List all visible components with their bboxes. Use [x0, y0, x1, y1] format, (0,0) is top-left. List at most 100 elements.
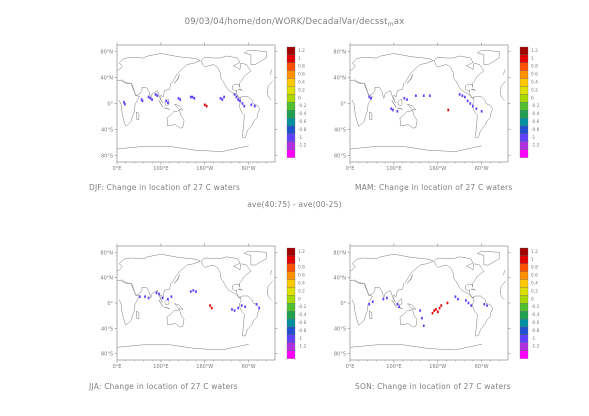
colorbar-label: 0.6 — [298, 273, 305, 279]
colorbar-label: 0.8 — [531, 64, 538, 70]
sst-change-cell — [465, 299, 467, 302]
sst-change-cell — [370, 97, 372, 100]
colorbar-swatch — [286, 117, 296, 127]
coastline — [117, 53, 272, 103]
colorbar-label: -0.6 — [298, 119, 307, 125]
sst-change-cell — [447, 108, 450, 112]
lat-label: 40°N — [100, 76, 113, 82]
colorbar-label: -0.6 — [298, 320, 307, 326]
colorbar-label: 0.4 — [531, 80, 538, 86]
lat-label: 80°S — [334, 154, 346, 160]
sst-change-cell — [243, 104, 246, 108]
map-panel-djf: 80°N 40°N 0° 40°S 80°S0°E 100°E 160°W 60°W 1.2 1 0… — [100, 42, 307, 172]
sst-change-cell — [124, 102, 126, 106]
sst-change-cell — [392, 108, 394, 112]
lat-label: 80°N — [100, 250, 113, 256]
colorbar-swatch — [519, 287, 529, 296]
sst-change-cell — [368, 303, 371, 306]
colorbar-swatch — [519, 110, 529, 119]
colorbar-label: 0.2 — [531, 288, 538, 294]
sst-change-cell — [483, 303, 486, 306]
figure-header: 09/03/04/home/don/WORK/DecadalVar/decsst… — [0, 17, 589, 28]
sst-change-cell — [141, 99, 144, 103]
colorbar-swatch — [286, 102, 296, 111]
colorbar-swatch — [519, 86, 529, 95]
lat-label: 80°N — [333, 50, 346, 56]
coastline — [397, 298, 403, 306]
coastline — [118, 79, 273, 127]
colorbar-label: 0 — [531, 95, 534, 101]
sst-change-cell — [223, 95, 225, 99]
sst-change-cell — [165, 99, 168, 103]
lat-label: 0° — [340, 301, 346, 307]
colorbar-swatch — [286, 295, 296, 304]
lat-label: 40°N — [333, 276, 346, 282]
colorbar-swatch — [519, 303, 529, 312]
colorbar-swatch — [286, 62, 296, 71]
coastline — [158, 100, 164, 108]
colorbar-label: -0.8 — [298, 328, 307, 334]
colorbar-swatch — [519, 94, 529, 103]
panel-caption-djf: DJF: Change in location of 27 C waters — [89, 183, 241, 192]
coastline — [239, 96, 260, 138]
colorbar-swatch — [286, 303, 296, 312]
coastline — [369, 111, 373, 121]
colorbar-label: -0.2 — [531, 103, 540, 109]
sst-change-cell — [435, 308, 437, 311]
colorbar-label: 0.4 — [298, 80, 305, 86]
colorbar-swatch — [519, 133, 529, 142]
coastline — [471, 88, 476, 91]
lon-label: 100°E — [153, 166, 168, 172]
lat-label: 80°S — [101, 352, 113, 358]
sst-change-cell — [140, 98, 143, 101]
lat-label: 0° — [107, 301, 113, 307]
coastline — [399, 308, 418, 328]
coastline — [173, 74, 180, 84]
colorbar-label: 0.6 — [531, 72, 538, 78]
lat-label: 40°N — [100, 276, 113, 282]
colorbar-swatch — [519, 271, 529, 280]
coastline — [174, 303, 184, 310]
sst-change-cell — [486, 304, 488, 307]
coastline — [476, 49, 500, 65]
coastline — [166, 109, 185, 129]
colorbar-label: 1 — [298, 257, 301, 263]
colorbar-swatch — [286, 141, 296, 150]
colorbar-label: 1 — [531, 56, 534, 62]
colorbar-swatch — [286, 311, 296, 320]
sst-change-cell — [147, 95, 150, 99]
sst-change-cell — [446, 301, 449, 305]
map-panel-jja: 80°N 40°N 0° 40°S 80°S0°E 100°E 160°W 60°W 1.2 1 0… — [100, 243, 307, 370]
sst-change-cell — [422, 94, 425, 97]
colorbar-label: -0.4 — [298, 312, 307, 318]
colorbar-label: 1 — [298, 56, 301, 62]
coastline — [350, 53, 505, 103]
coastline — [158, 299, 164, 307]
panel-caption-mam: MAM: Change in location of 27 C waters — [355, 183, 513, 192]
coastline — [117, 145, 249, 152]
colorbar-swatch — [519, 70, 529, 79]
colorbar-label: -0.2 — [298, 103, 307, 109]
colorbar-swatch — [519, 125, 529, 135]
lat-label: 40°S — [101, 326, 113, 332]
sst-change-cell — [170, 295, 173, 298]
sst-change-cell — [158, 292, 161, 296]
colorbar-label: 0.8 — [298, 265, 305, 271]
coastline — [117, 343, 249, 351]
coastline — [350, 253, 505, 303]
colorbar-swatch — [519, 350, 529, 359]
coastline — [407, 303, 417, 310]
sst-change-cell — [466, 99, 469, 103]
colorbar-label: 0 — [298, 296, 301, 302]
sst-change-cell — [398, 305, 401, 309]
colorbar-swatch — [286, 133, 296, 142]
sst-change-cell — [221, 98, 224, 101]
sst-change-cell — [203, 103, 206, 107]
coastline — [391, 299, 397, 307]
colorbar-swatch — [286, 247, 296, 257]
colorbar-swatch — [286, 271, 296, 280]
sst-change-cell — [205, 104, 208, 108]
colorbar-swatch — [286, 334, 296, 343]
colorbar-label: 0.8 — [531, 265, 538, 271]
